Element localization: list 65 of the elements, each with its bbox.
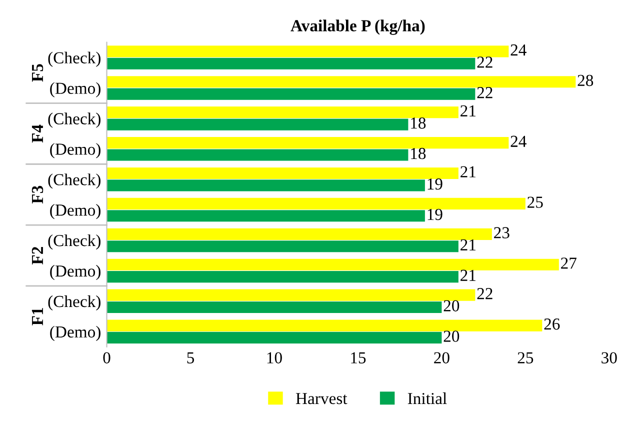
x-tick-label: 5: [187, 352, 194, 364]
bar: [106, 332, 442, 344]
y-tick-label: (Check): [48, 295, 100, 311]
data-label: 24: [510, 136, 526, 147]
x-tick-label: 20: [434, 352, 450, 364]
bar: [106, 301, 442, 314]
data-label: 21: [460, 166, 476, 178]
bar: [106, 210, 425, 222]
bar: [106, 88, 476, 100]
legend-label: Initial: [408, 392, 447, 404]
data-label: 24: [510, 44, 526, 56]
bar: [106, 76, 576, 88]
bar: [106, 149, 408, 161]
text: F4: [32, 124, 43, 143]
bar: [106, 137, 509, 149]
bar: [106, 320, 542, 332]
text: F2: [32, 246, 43, 264]
data-label: 25: [528, 196, 543, 208]
x-tick-label: 25: [518, 352, 534, 364]
x-tick-label: 0: [103, 352, 110, 364]
data-label: 22: [477, 87, 492, 98]
x-tick-label: 10: [267, 352, 282, 364]
bar: [106, 46, 509, 58]
bar: [106, 240, 458, 252]
data-label: 21: [460, 239, 476, 250]
data-label: 22: [477, 288, 492, 300]
x-tick-label: 15: [351, 352, 366, 364]
bar: [106, 106, 458, 118]
legend-label: Harvest: [296, 393, 348, 404]
y-tick-label: (Check): [48, 112, 100, 128]
y-tick-label: (Demo): [50, 204, 100, 220]
data-label: 27: [561, 258, 576, 269]
text: F5: [32, 64, 44, 82]
data-label: 19: [428, 208, 442, 220]
y-tick-label: (Demo): [50, 264, 100, 280]
data-label: 26: [544, 318, 560, 330]
data-label: 23: [494, 227, 510, 238]
text: F3: [32, 186, 44, 204]
data-label: 28: [578, 74, 594, 86]
text: F1: [32, 308, 43, 326]
bar: [106, 167, 458, 180]
data-label: 21: [460, 105, 476, 116]
bar: [106, 58, 476, 70]
data-label: 20: [444, 330, 460, 342]
data-label: 18: [411, 117, 426, 129]
bar: [106, 198, 526, 210]
y-tick-label: (Check): [48, 174, 100, 189]
x-tick-label: 30: [602, 352, 617, 364]
y-tick-label: (Demo): [50, 326, 100, 341]
y-tick-label: (Demo): [50, 82, 100, 98]
bar: [106, 180, 425, 192]
bar: [106, 118, 408, 130]
data-label: 22: [477, 56, 492, 68]
data-label: 19: [428, 178, 442, 190]
chart-title: Available P (kg/ha): [290, 20, 425, 35]
data-label: 21: [460, 270, 476, 281]
data-label: 20: [444, 300, 460, 312]
bar: [106, 271, 458, 283]
bar: [106, 258, 559, 270]
y-tick-label: (Check): [48, 52, 100, 67]
y-tick-label: (Check): [48, 234, 100, 250]
data-label: 18: [411, 148, 426, 160]
y-tick-label: (Demo): [50, 143, 100, 158]
bar: [106, 228, 492, 240]
bar: [106, 289, 476, 301]
